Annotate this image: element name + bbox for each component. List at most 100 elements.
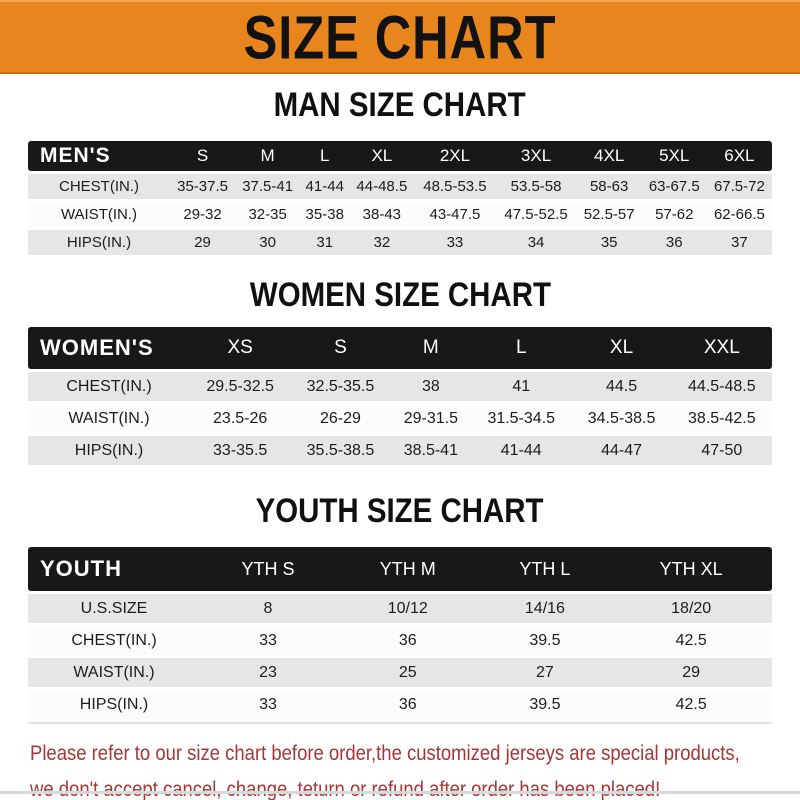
women-size-table: WOMEN'S XS S M L XL XXL CHEST(IN.) 29.5-32.5 32.… — [28, 324, 772, 468]
size-value: 34 — [495, 230, 577, 255]
row-label: WAIST(IN.) — [28, 404, 190, 433]
size-column-header: M — [390, 327, 472, 369]
size-value: 23.5-26 — [190, 404, 291, 433]
size-value: 42.5 — [610, 626, 772, 655]
size-value: 34.5-38.5 — [571, 404, 672, 433]
size-value: 62-66.5 — [706, 202, 772, 227]
size-value: 42.5 — [610, 690, 772, 719]
size-value: 29 — [610, 658, 772, 687]
size-column-header: 2XL — [414, 141, 496, 171]
size-column-header: L — [471, 327, 572, 369]
size-value: 38-43 — [349, 202, 415, 227]
size-value: 29-31.5 — [390, 404, 472, 433]
size-column-header: 4XL — [576, 141, 642, 171]
row-label: WAIST(IN.) — [28, 658, 200, 687]
men-header-row: MEN'S S M L XL 2XL 3XL 4XL 5XL 6XL — [28, 141, 772, 171]
size-value: 41 — [471, 372, 572, 401]
size-column-header: XL — [571, 327, 672, 369]
size-value: 39.5 — [479, 690, 611, 719]
size-value: 47.5-52.5 — [495, 202, 577, 227]
size-value: 23 — [200, 658, 336, 687]
size-value: 33-35.5 — [190, 436, 291, 465]
size-value: 52.5-57 — [576, 202, 642, 227]
size-value: 41-44 — [300, 174, 350, 199]
women-size-table-section: WOMEN'S XS S M L XL XXL CHEST(IN.) 29.5-32.5 32.… — [0, 324, 800, 468]
size-column-header: YTH L — [479, 547, 611, 591]
row-label: HIPS(IN.) — [28, 690, 200, 719]
size-value: 38.5-41 — [390, 436, 472, 465]
table-row: U.S.SIZE 8 10/12 14/16 18/20 — [28, 594, 772, 623]
size-value: 38 — [390, 372, 472, 401]
women-section-title: WOMEN SIZE CHART — [249, 275, 551, 314]
row-label: CHEST(IN.) — [28, 626, 200, 655]
size-value: 44.5-48.5 — [671, 372, 772, 401]
size-value: 39.5 — [479, 626, 611, 655]
table-header-label: MEN'S — [28, 141, 170, 171]
banner: SIZE CHART — [0, 0, 800, 74]
page-title: SIZE CHART — [243, 2, 557, 72]
size-column-header: L — [300, 141, 350, 171]
row-label: WAIST(IN.) — [28, 202, 170, 227]
table-row: HIPS(IN.) 29 30 31 32 33 34 35 36 37 — [28, 230, 772, 255]
row-label: CHEST(IN.) — [28, 372, 190, 401]
size-value: 29-32 — [170, 202, 236, 227]
table-row: HIPS(IN.) 33 36 39.5 42.5 — [28, 690, 772, 719]
size-column-header: YTH XL — [610, 547, 772, 591]
table-row: HIPS(IN.) 33-35.5 35.5-38.5 38.5-41 41-44 44-… — [28, 436, 772, 465]
size-column-header: YTH M — [335, 547, 480, 591]
size-value: 10/12 — [335, 594, 480, 623]
row-label: HIPS(IN.) — [28, 230, 170, 255]
size-value: 44.5 — [571, 372, 672, 401]
men-size-table: MEN'S S M L XL 2XL 3XL 4XL 5XL 6XL CHEST(IN.) 35-3… — [28, 138, 772, 258]
youth-size-table-section: YOUTH YTH S YTH M YTH L YTH XL U.S.SIZE 8 10/1… — [0, 544, 800, 724]
size-value: 31 — [300, 230, 350, 255]
disclaimer-note: Please refer to our size chart before or… — [30, 736, 800, 800]
size-value: 35.5-38.5 — [290, 436, 391, 465]
size-column-header: XXL — [671, 327, 772, 369]
size-value: 63-67.5 — [641, 174, 707, 199]
row-label: CHEST(IN.) — [28, 174, 170, 199]
size-value: 8 — [200, 594, 336, 623]
size-value: 35-37.5 — [170, 174, 236, 199]
table-row: WAIST(IN.) 23.5-26 26-29 29-31.5 31.5-34.5 34… — [28, 404, 772, 433]
size-column-header: 6XL — [706, 141, 772, 171]
size-value: 29.5-32.5 — [190, 372, 291, 401]
women-header-row: WOMEN'S XS S M L XL XXL — [28, 327, 772, 369]
disclaimer-line-1: Please refer to our size chart before or… — [30, 742, 740, 765]
size-value: 57-62 — [641, 202, 707, 227]
size-column-header: S — [170, 141, 236, 171]
row-label: HIPS(IN.) — [28, 436, 190, 465]
size-value: 33 — [200, 626, 336, 655]
size-column-header: S — [290, 327, 391, 369]
men-section-title: MAN SIZE CHART — [274, 85, 526, 124]
size-column-header: YTH S — [200, 547, 336, 591]
size-value: 53.5-58 — [495, 174, 577, 199]
size-value: 58-63 — [576, 174, 642, 199]
size-value: 18/20 — [610, 594, 772, 623]
bottom-divider — [0, 791, 800, 794]
table-row: WAIST(IN.) 29-32 32-35 35-38 38-43 43-47.5 47.… — [28, 202, 772, 227]
size-value: 35-38 — [300, 202, 350, 227]
size-value: 44-47 — [571, 436, 672, 465]
table-row: CHEST(IN.) 35-37.5 37.5-41 41-44 44-48.5 48.5… — [28, 174, 772, 199]
size-value: 36 — [335, 626, 480, 655]
youth-section-title: YOUTH SIZE CHART — [256, 491, 544, 530]
size-value: 48.5-53.5 — [414, 174, 496, 199]
size-value: 33 — [414, 230, 496, 255]
table-header-label: WOMEN'S — [28, 327, 190, 369]
table-row: CHEST(IN.) 33 36 39.5 42.5 — [28, 626, 772, 655]
size-value: 41-44 — [471, 436, 572, 465]
size-value: 25 — [335, 658, 480, 687]
size-value: 37 — [706, 230, 772, 255]
disclaimer-line-2: we don't accept cancel, change, teturn o… — [30, 778, 661, 800]
row-label: U.S.SIZE — [28, 594, 200, 623]
size-value: 67.5-72 — [706, 174, 772, 199]
size-column-header: M — [235, 141, 301, 171]
size-column-header: XL — [349, 141, 415, 171]
size-value: 35 — [576, 230, 642, 255]
size-value: 36 — [641, 230, 707, 255]
size-value: 38.5-42.5 — [671, 404, 772, 433]
table-row: CHEST(IN.) 29.5-32.5 32.5-35.5 38 41 44.5 44.5… — [28, 372, 772, 401]
size-value: 37.5-41 — [235, 174, 301, 199]
youth-header-row: YOUTH YTH S YTH M YTH L YTH XL — [28, 547, 772, 591]
